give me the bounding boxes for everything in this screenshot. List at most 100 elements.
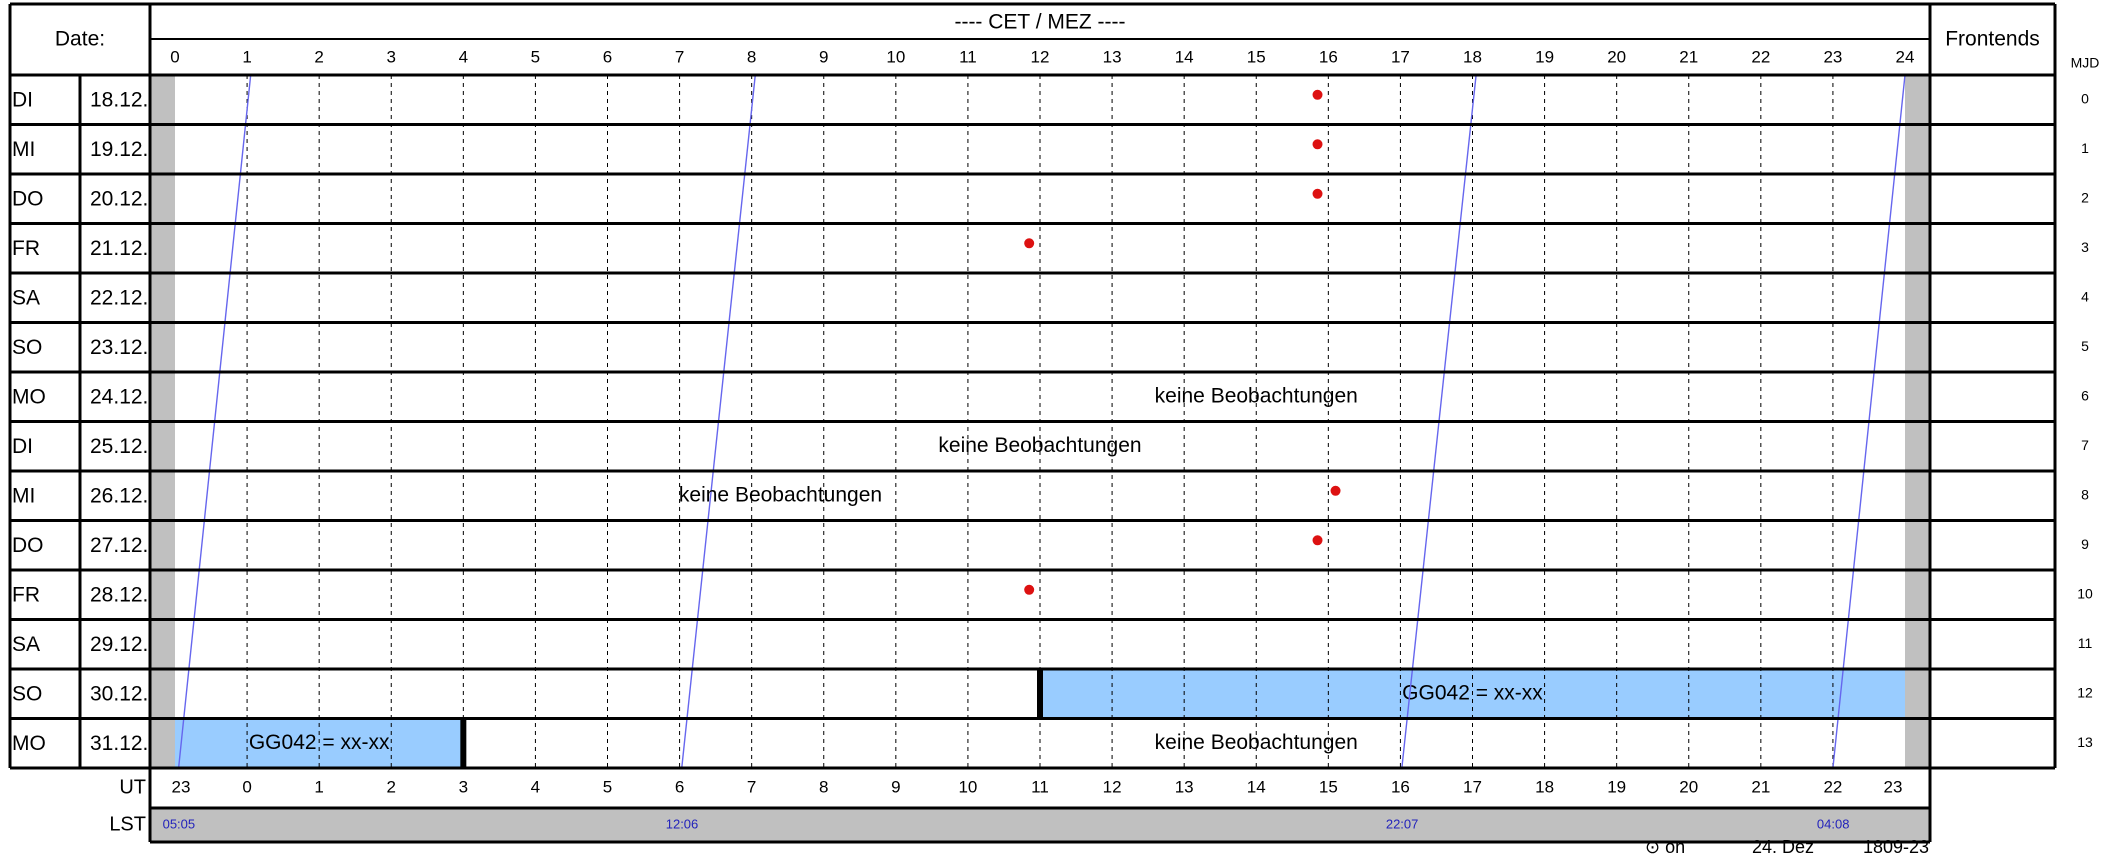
footer-sun-label: ⊙ on [1645, 837, 1685, 857]
ut-hour-tick: 4 [531, 777, 540, 796]
date-header: Date: [55, 28, 105, 51]
footer-date: 24. Dez [1752, 837, 1814, 857]
ut-label: UT [119, 776, 146, 798]
cet-hour-tick: 9 [819, 47, 828, 66]
ut-hour-tick: 16 [1391, 777, 1410, 796]
row-date: 28.12. [90, 583, 148, 606]
ut-hour-tick: 14 [1247, 777, 1266, 796]
cet-hour-tick: 6 [603, 47, 612, 66]
cet-hour-tick: 24 [1896, 47, 1915, 66]
row-mjd: 7 [2081, 437, 2089, 453]
row-mjd: 13 [2077, 734, 2093, 750]
row-date: 23.12. [90, 336, 148, 359]
cet-hour-tick: 7 [675, 47, 684, 66]
row-mjd: 0 [2081, 90, 2089, 106]
row-day: DO [12, 187, 44, 210]
ut-hour-tick: 22 [1823, 777, 1842, 796]
ut-hour-tick: 21 [1751, 777, 1770, 796]
cet-hour-tick: 11 [959, 47, 977, 66]
ut-hour-tick: 5 [603, 777, 612, 796]
cet-hour-tick: 20 [1607, 47, 1626, 66]
row-mjd: 9 [2081, 536, 2089, 552]
ut-hour-tick: 20 [1679, 777, 1698, 796]
ut-hour-tick: 15 [1319, 777, 1338, 796]
cet-hour-tick: 8 [747, 47, 756, 66]
event-dot [1312, 139, 1323, 150]
row-day: DO [12, 534, 44, 557]
row-mjd: 5 [2081, 338, 2089, 354]
no-observation-label: keine Beobachtungen [1155, 731, 1358, 754]
ut-hour-tick: 1 [314, 777, 323, 796]
row-mjd: 8 [2081, 486, 2089, 502]
row-mjd: 6 [2081, 387, 2089, 403]
row-date: 27.12. [90, 534, 148, 557]
row-date: 21.12. [90, 237, 148, 260]
lst-label: LST [109, 813, 146, 835]
event-dot [1024, 584, 1035, 595]
lst-time-label: 04:08 [1817, 816, 1850, 831]
cet-hour-tick: 12 [1031, 47, 1050, 66]
row-mjd: 4 [2081, 288, 2089, 304]
ut-hour-tick: 9 [891, 777, 900, 796]
ut-hour-tick: 18 [1535, 777, 1554, 796]
ut-hour-tick: 3 [459, 777, 468, 796]
cet-hour-tick: 2 [314, 47, 323, 66]
cet-hour-tick: 15 [1247, 47, 1266, 66]
row-date: 24.12. [90, 385, 148, 408]
row-date: 26.12. [90, 484, 148, 507]
cet-hour-tick: 21 [1679, 47, 1698, 66]
cet-hour-tick: 3 [387, 47, 396, 66]
row-mjd: 2 [2081, 189, 2089, 205]
cet-hour-tick: 5 [531, 47, 540, 66]
mjd-header: MJD [2071, 55, 2100, 71]
cet-hour-tick: 0 [170, 47, 179, 66]
cet-hour-tick: 23 [1823, 47, 1842, 66]
row-date: 31.12. [90, 732, 148, 755]
row-date: 22.12. [90, 286, 148, 309]
row-date: 20.12. [90, 187, 148, 210]
cet-hour-tick: 13 [1103, 47, 1122, 66]
row-mjd: 3 [2081, 239, 2089, 255]
row-day: SA [12, 286, 40, 309]
ut-hour-tick: 19 [1607, 777, 1626, 796]
ut-hour-tick: 23 [172, 777, 191, 796]
no-observation-label: keine Beobachtungen [1155, 384, 1358, 407]
event-dot [1330, 485, 1341, 496]
no-observation-label: keine Beobachtungen [679, 483, 882, 506]
row-date: 30.12. [90, 682, 148, 705]
row-day: MI [12, 484, 35, 507]
timezone-header: ---- CET / MEZ ---- [954, 11, 1125, 34]
cet-hour-tick: 18 [1463, 47, 1482, 66]
row-day: MO [12, 732, 46, 755]
footer-code: 1809-23 [1863, 837, 1929, 857]
lst-time-label: 05:05 [163, 816, 196, 831]
ut-hour-tick: 10 [958, 777, 977, 796]
cet-hour-tick: 19 [1535, 47, 1554, 66]
row-day: MI [12, 138, 35, 161]
row-mjd: 11 [2078, 635, 2093, 651]
cet-hour-tick: 16 [1319, 47, 1338, 66]
ut-hour-tick: 8 [819, 777, 828, 796]
row-day: SO [12, 336, 42, 359]
cet-hour-tick: 1 [242, 47, 251, 66]
ut-hour-tick: 0 [242, 777, 251, 796]
no-observation-label: keine Beobachtungen [938, 434, 1141, 457]
row-day: FR [12, 583, 40, 606]
ut-hour-tick: 2 [387, 777, 396, 796]
row-date: 25.12. [90, 435, 148, 458]
lst-time-label: 12:06 [666, 816, 699, 831]
ut-hour-tick: 12 [1103, 777, 1122, 796]
ut-hour-tick: 6 [675, 777, 684, 796]
row-date: 19.12. [90, 138, 148, 161]
event-dot [1312, 188, 1323, 199]
event-dot [1024, 238, 1035, 249]
row-day: DI [12, 435, 33, 458]
frontends-header: Frontends [1945, 28, 2040, 51]
ut-hour-tick: 23 [1884, 777, 1903, 796]
row-mjd: 10 [2077, 585, 2093, 601]
row-day: DI [12, 88, 33, 111]
row-day: SA [12, 633, 40, 656]
ut-hour-tick: 11 [1031, 777, 1049, 796]
row-day: MO [12, 385, 46, 408]
